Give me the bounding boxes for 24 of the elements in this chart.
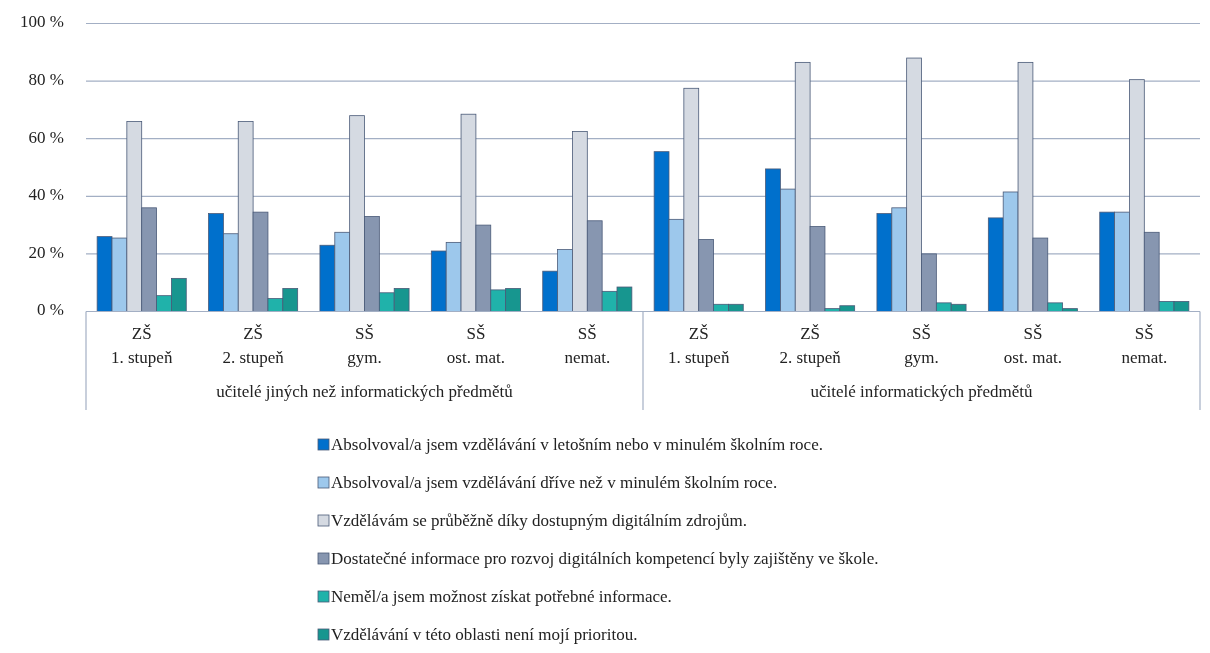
text: učitelé jiných než informatických předmětů <box>216 382 514 401</box>
legend-label: Absolvoval/a jsem vzdělávání v letošním nebo v minulém školním roce. <box>331 435 823 454</box>
y-tick-label: 60 % <box>28 127 64 147</box>
y-tick-label: 80 % <box>28 70 64 90</box>
x-tick-label: ZŠ 1. stupeň <box>668 324 730 367</box>
x-tick-label: SŠ ost. mat. <box>1003 324 1062 367</box>
legend-label: Vzdělávání v této oblasti není mojí prioritou. <box>331 625 638 644</box>
x-tick-label: SŠ gym. <box>347 324 382 367</box>
y-tick-label: 100 % <box>20 12 64 32</box>
y-tick-label: 20 % <box>28 242 64 262</box>
y-tick-label: 40 % <box>28 185 64 205</box>
x-tick-label: SŠ nemat. <box>564 324 611 367</box>
legend-label: Vzdělávám se průběžně díky dostupným digitálním zdrojům. <box>331 511 747 530</box>
x-tick-label: SŠ nemat. <box>1121 324 1168 367</box>
legend-label: Absolvoval/a jsem vzdělávání dříve než v minulém školním roce. <box>331 473 778 492</box>
x-tick-label: SŠ ost. mat. <box>446 324 505 367</box>
x-tick-label: ZŠ 2. stupeň <box>222 324 285 367</box>
legend-label: Neměl/a jsem možnost získat potřebné informace. <box>331 587 672 606</box>
x-tick-label: ZŠ 1. stupeň <box>111 324 173 367</box>
y-tick-label: 0 % <box>37 300 64 320</box>
x-tick-label: ZŠ 2. stupeň <box>779 324 842 367</box>
text: učitelé informatických předmětů <box>810 382 1033 401</box>
legend-label: Dostatečné informace pro rozvoj digitálních kompetencí byly zajištěny ve škole. <box>331 549 879 568</box>
x-tick-label: SŠ gym. <box>904 324 939 367</box>
